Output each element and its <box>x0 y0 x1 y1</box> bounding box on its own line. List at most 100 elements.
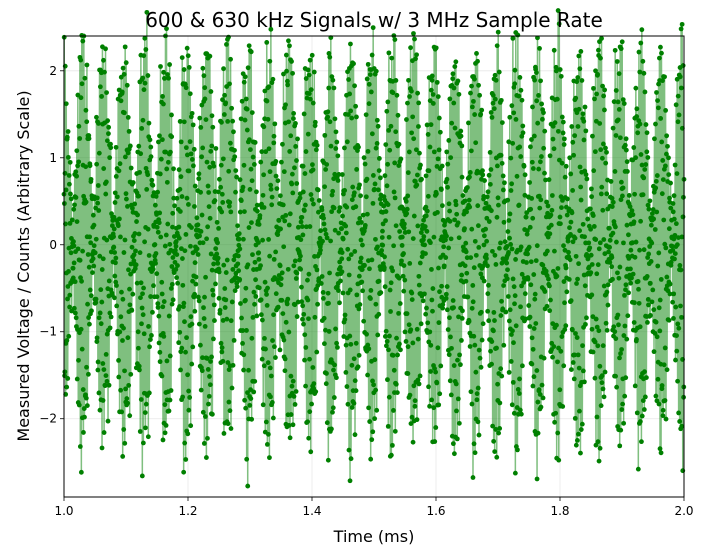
data-point <box>660 158 666 163</box>
data-point <box>276 218 282 223</box>
y-tick-label: 0 <box>49 238 57 252</box>
data-point <box>529 137 534 142</box>
data-point <box>423 251 428 256</box>
data-point <box>591 168 597 174</box>
data-point <box>369 131 375 137</box>
data-point <box>250 252 255 258</box>
data-point <box>282 218 288 224</box>
data-point <box>244 328 249 333</box>
data-point <box>561 279 567 284</box>
data-point <box>324 371 329 376</box>
data-point <box>336 208 342 214</box>
data-point <box>409 130 415 136</box>
data-point <box>431 405 437 411</box>
data-point <box>597 363 603 369</box>
data-point <box>130 291 136 297</box>
data-point <box>590 314 596 320</box>
data-point <box>649 240 655 246</box>
data-point <box>76 123 82 129</box>
data-point <box>366 81 372 87</box>
data-point <box>438 363 444 369</box>
data-point <box>193 274 199 280</box>
data-point <box>507 235 512 241</box>
data-point <box>619 407 625 412</box>
data-point <box>505 267 510 273</box>
data-point <box>643 122 649 127</box>
data-point <box>466 319 472 324</box>
data-point <box>136 345 141 351</box>
data-point <box>535 35 540 41</box>
data-point <box>345 112 351 117</box>
data-point <box>128 371 134 377</box>
data-point <box>526 303 532 308</box>
data-point <box>617 355 622 361</box>
data-point <box>286 329 292 335</box>
data-point <box>508 359 514 364</box>
data-point <box>302 357 307 363</box>
data-point <box>574 281 579 286</box>
data-point <box>517 376 522 382</box>
data-point <box>285 82 291 88</box>
data-point <box>292 258 298 264</box>
data-point <box>537 392 543 397</box>
data-point <box>336 230 342 236</box>
data-point <box>99 445 105 451</box>
data-point <box>161 69 167 75</box>
data-point <box>544 303 550 309</box>
data-point <box>435 345 441 351</box>
data-point <box>637 419 643 424</box>
data-point <box>649 211 655 216</box>
data-point <box>534 476 540 482</box>
data-point <box>486 282 491 288</box>
data-point <box>347 478 353 484</box>
data-point <box>78 275 83 281</box>
data-point <box>107 310 113 316</box>
data-point <box>659 383 665 388</box>
data-point <box>362 223 368 228</box>
data-point <box>195 294 201 300</box>
data-point <box>172 203 177 209</box>
data-point <box>528 282 534 288</box>
data-point <box>178 174 184 180</box>
data-point <box>67 159 73 165</box>
data-point <box>586 240 592 246</box>
data-point <box>234 174 239 180</box>
data-point <box>429 77 435 83</box>
data-point <box>376 168 382 174</box>
data-point <box>295 136 300 142</box>
data-point <box>295 299 301 305</box>
data-point <box>534 98 540 104</box>
data-point <box>324 420 330 426</box>
data-point <box>679 21 685 27</box>
data-point <box>260 402 266 408</box>
data-point <box>310 162 315 168</box>
data-point <box>402 277 408 283</box>
data-point <box>302 202 308 208</box>
data-point <box>305 131 311 137</box>
data-point <box>97 253 103 259</box>
data-point <box>277 347 283 353</box>
data-point <box>556 21 562 27</box>
data-point <box>170 297 176 303</box>
data-point <box>375 187 381 193</box>
data-point <box>415 172 420 178</box>
data-point <box>579 78 585 83</box>
data-point <box>322 341 327 347</box>
data-point <box>224 41 229 47</box>
data-point <box>428 87 434 93</box>
data-point <box>198 387 204 393</box>
data-point <box>435 94 441 99</box>
data-point <box>471 265 477 271</box>
data-point <box>568 367 574 373</box>
data-point <box>678 85 684 91</box>
data-point <box>302 171 308 176</box>
data-point <box>62 373 68 379</box>
data-point <box>256 256 262 262</box>
data-point <box>570 327 575 333</box>
data-point <box>219 119 224 125</box>
data-point <box>531 133 537 139</box>
data-point <box>315 301 320 307</box>
data-point <box>575 75 581 80</box>
data-point <box>139 473 145 479</box>
data-point <box>339 256 345 262</box>
